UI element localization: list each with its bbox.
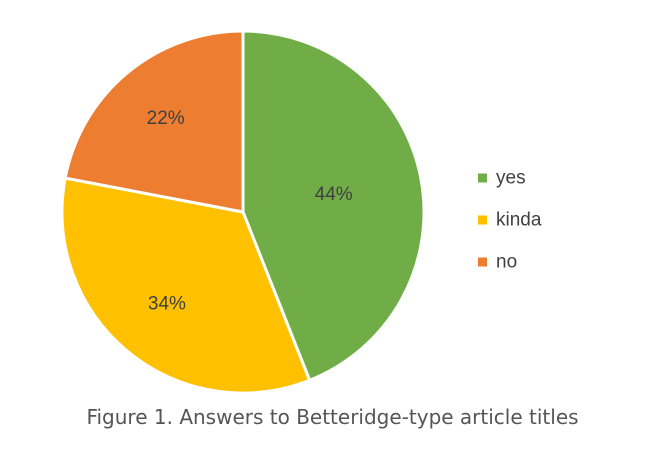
legend-label-kinda: kinda (496, 210, 542, 231)
legend-swatch-kinda (478, 215, 487, 225)
pie-slice-yes (241, 29, 426, 382)
legend-label-yes: yes (496, 168, 526, 189)
slice-label-kinda: 34% (148, 294, 186, 315)
legend-swatch-yes (478, 173, 487, 183)
pie-slice-no (63, 29, 245, 214)
pie-slices (60, 29, 426, 395)
pie-slice-labels: 44% 34% 22% (147, 108, 353, 314)
figure-caption: Figure 1. Answers to Betteridge-type art… (86, 405, 579, 429)
pie-slice-kinda (60, 176, 312, 395)
legend: yes kinda no (478, 168, 542, 273)
slice-label-no: 22% (147, 108, 185, 129)
legend-swatch-no (478, 257, 487, 267)
legend-label-no: no (496, 252, 517, 273)
slice-label-yes: 44% (315, 184, 353, 205)
